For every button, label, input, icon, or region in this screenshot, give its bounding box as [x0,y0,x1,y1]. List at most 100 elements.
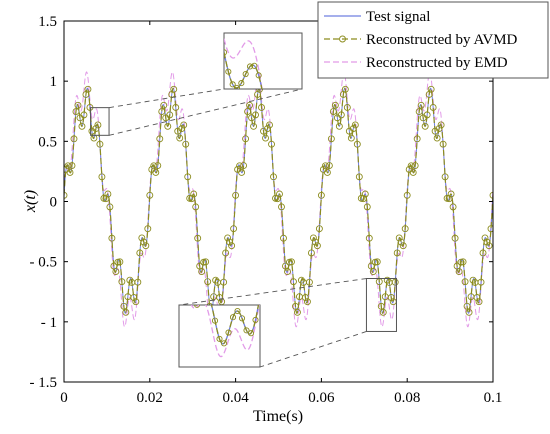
avmd-marker [435,125,443,132]
avmd-marker [359,195,367,203]
avmd-marker [387,294,395,301]
avmd-marker [182,140,190,148]
avmd-marker [122,308,130,316]
avmd-marker [294,308,301,316]
inset-series-line [190,305,260,358]
inset-avmd-marker [251,62,258,69]
avmd-marker [445,195,453,203]
y-tick-label: 1 [50,74,58,90]
avmd-marker [230,225,238,233]
avmd-marker [469,276,477,284]
x-tick-label: 0.08 [394,390,420,406]
inset-avmd-marker [229,314,237,321]
inset-avmd-marker [238,315,246,322]
avmd-marker [427,85,435,93]
inset-avmd-marker [295,174,300,179]
x-tick-label: 0.06 [308,390,335,406]
inset-avmd-marker [224,49,228,56]
y-axis-ticks: - 1.5 - 1 - 0.5 0 0.5 1 1.5 [30,14,493,391]
avmd-marker [343,104,351,111]
avmd-marker [138,234,146,242]
avmd-marker [152,169,160,176]
avmd-marker [258,104,265,111]
avmd-marker [264,125,271,132]
avmd-marker [298,276,305,284]
avmd-marker [94,121,102,129]
y-tick-label: - 1 [41,315,57,331]
avmd-marker [130,294,138,301]
avmd-marker [118,278,126,286]
avmd-marker [140,238,148,246]
inset-avmd-marker [252,316,259,323]
avmd-marker [483,238,491,246]
avmd-marker [393,249,401,257]
avmd-marker [347,134,355,142]
avmd-marker [262,134,269,142]
avmd-marker [104,190,112,198]
avmd-marker [361,190,369,198]
zoom-inset-bottom-frame [178,304,261,368]
avmd-marker [74,101,82,109]
avmd-marker [270,173,277,181]
avmd-marker [194,234,202,242]
avmd-marker [232,191,240,199]
avmd-marker [307,249,315,257]
inset-avmd-marker [246,63,254,70]
avmd-marker [204,278,212,286]
zoom-source-box [90,107,110,136]
avmd-marker [317,191,325,199]
avmd-marker [459,258,467,266]
avmd-marker [288,258,295,266]
series-layer [64,71,493,328]
zoom-inset-bottom [178,304,261,368]
avmd-marker [68,162,76,170]
avmd-marker [403,191,411,199]
avmd-marker [276,190,283,198]
inset-avmd-marker [291,175,296,180]
avmd-marker [439,140,447,148]
legend-entry-reconstructed-by-avmd: Reconstructed by AVMD [324,32,518,48]
avmd-marker [242,135,250,143]
avmd-marker [463,302,471,310]
avmd-marker [413,135,421,143]
avmd-marker [180,121,188,129]
avmd-marker [323,169,331,176]
avmd-marker [280,234,287,242]
y-tick-label: 0.5 [38,134,57,150]
avmd-marker [190,190,198,198]
avmd-marker [379,308,387,316]
x-axis-ticks: 0 0.02 0.04 0.06 0.08 0.1 [60,21,502,406]
x-tick-label: 0 [60,390,68,406]
inset-avmd-marker [225,68,232,75]
zoom-connector [108,88,303,136]
avmd-marker [66,169,74,176]
avmd-marker [441,173,449,181]
zoom-connector [108,88,225,109]
avmd-marker [156,135,164,143]
avmd-marker [136,249,144,257]
y-axis-label: x(t) [22,190,39,213]
avmd-marker [142,242,150,250]
avmd-marker [78,122,86,130]
y-tick-label: 1.5 [38,14,57,30]
legend-entry-test-signal: Test signal [324,9,430,25]
avmd-marker [321,162,329,170]
avmd-marker [417,101,425,109]
legend-label: Reconstructed by EMD [366,55,508,71]
series-reconstructed-by-emd-line [64,71,493,328]
avmd-marker [377,302,385,310]
avmd-marker [351,121,359,129]
avmd-marker [222,249,230,257]
avmd-marker [146,191,154,199]
avmd-marker [64,162,72,170]
avmd-marker [437,121,445,129]
avmd-marker [166,111,174,119]
zoom-source-boxes [90,107,397,332]
legend-box [317,1,549,79]
avmd-marker [92,125,100,132]
avmd-marker [465,308,473,316]
avmd-marker [373,258,381,266]
avmd-marker [216,294,224,301]
avmd-marker [84,85,92,93]
avmd-marker [134,278,142,286]
